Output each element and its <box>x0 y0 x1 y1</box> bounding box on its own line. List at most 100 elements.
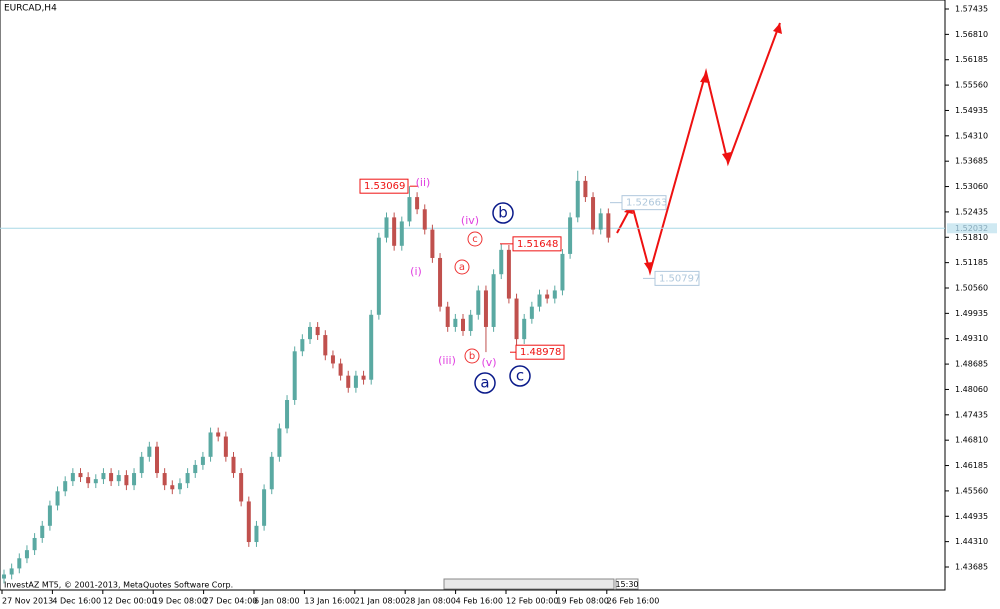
wave-label: c <box>472 234 478 245</box>
target-label: 1.50797 <box>659 273 700 284</box>
candle-body <box>353 375 358 388</box>
candle-body <box>376 237 381 315</box>
candle-body <box>231 456 236 474</box>
candle-body <box>568 217 573 254</box>
candle-body <box>101 473 106 480</box>
candle-body <box>254 525 259 543</box>
candle-body <box>392 217 397 246</box>
candle-body <box>346 375 351 388</box>
x-tick-label: 12 Feb 00:00 <box>506 597 558 606</box>
wave-circle <box>474 372 496 394</box>
wave-label: (iii) <box>438 354 456 367</box>
candle-body <box>269 456 274 490</box>
candle-body <box>216 432 221 437</box>
footer: InvestAZ MT5, © 2001-2013, MetaQuotes So… <box>4 581 233 590</box>
y-tick-label: 1.43685 <box>955 562 988 571</box>
candle-body <box>208 432 213 457</box>
candle-body <box>522 318 527 340</box>
y-tick-label: 1.49310 <box>955 334 988 343</box>
candle-body <box>246 501 251 543</box>
candle-body <box>461 318 465 332</box>
candle-body <box>223 436 228 457</box>
y-tick-label: 1.56810 <box>955 30 988 39</box>
x-tick-label: 21 Jan 08:00 <box>355 597 406 606</box>
candle-body <box>399 221 404 246</box>
wave-label: (ii) <box>416 176 431 189</box>
wave-label: a <box>480 374 489 392</box>
wave-label: (i) <box>410 265 422 278</box>
candle-body <box>537 294 542 307</box>
candle-body <box>9 568 14 575</box>
candle-body <box>514 298 519 340</box>
price-label: 1.48978 <box>520 347 561 358</box>
candle-body <box>384 217 389 238</box>
wave-label: b <box>498 204 508 222</box>
candle-body <box>86 477 91 484</box>
x-tick-label: 4 Dec 16:00 <box>52 597 101 606</box>
y-tick-label: 1.48685 <box>955 360 988 369</box>
candle-body <box>407 197 412 222</box>
time-box <box>615 578 639 590</box>
candle-body <box>591 197 596 230</box>
candle-body <box>598 213 603 230</box>
candle-body <box>170 485 175 490</box>
wave-label: a <box>459 262 465 273</box>
candle-body <box>17 558 22 569</box>
candle-body <box>330 355 335 364</box>
y-tick-label: 1.45560 <box>955 486 988 495</box>
x-tick-label: 4 Feb 16:00 <box>456 597 503 606</box>
candle-body <box>483 290 488 327</box>
wave-circle <box>454 259 470 275</box>
arrowhead <box>644 262 653 272</box>
candle-body <box>308 326 312 340</box>
candle-body <box>155 446 159 474</box>
wave-circle <box>467 231 483 247</box>
candle-body <box>583 180 588 198</box>
price-box <box>359 178 409 194</box>
candle-body <box>55 491 60 506</box>
y-tick-label: 1.44310 <box>955 537 988 546</box>
candle-body <box>32 537 37 551</box>
y-tick-label: 1.54310 <box>955 131 988 140</box>
candle-body <box>185 473 190 484</box>
candle-body <box>277 428 282 457</box>
candle-body <box>47 505 52 526</box>
x-tick-label: 28 Jan 08:00 <box>405 597 456 606</box>
candle-body <box>361 375 366 380</box>
x-tick-label: 26 Feb 16:00 <box>607 597 659 606</box>
candle-body <box>438 257 443 307</box>
candle-body <box>285 400 290 429</box>
candle-body <box>468 314 473 332</box>
y-tick-label: 1.46185 <box>955 461 988 470</box>
candle-body <box>262 489 267 526</box>
candle-body <box>292 351 297 401</box>
arrowhead <box>722 152 731 163</box>
candle-body <box>109 473 114 482</box>
candle-body <box>239 473 244 502</box>
y-tick-label: 1.51185 <box>955 258 988 267</box>
y-tick-label: 1.56185 <box>955 55 988 64</box>
candle-body <box>2 574 6 579</box>
y-tick-label: 1.49935 <box>955 309 988 318</box>
toolbar-bar <box>443 578 615 590</box>
candle-body <box>323 335 328 356</box>
y-tick-label: 1.44935 <box>955 512 988 521</box>
candle-body <box>200 456 205 465</box>
arrowhead <box>700 72 710 83</box>
candle-body <box>132 473 137 486</box>
candle-body <box>606 213 611 238</box>
current-price-label: 1.52032 <box>955 224 988 233</box>
y-tick-label: 1.48060 <box>955 385 988 394</box>
candle-body <box>78 473 83 478</box>
candle-body <box>445 306 450 327</box>
y-tick-label: 1.51810 <box>955 233 988 242</box>
wave-circle <box>509 365 531 387</box>
time-label: 15:30 <box>615 580 638 589</box>
candle-body <box>529 306 534 319</box>
candle-body <box>24 550 29 559</box>
y-tick-label: 1.55560 <box>955 81 988 90</box>
candle-body <box>476 290 481 315</box>
candle-body <box>93 479 98 484</box>
candle-body <box>139 456 144 474</box>
